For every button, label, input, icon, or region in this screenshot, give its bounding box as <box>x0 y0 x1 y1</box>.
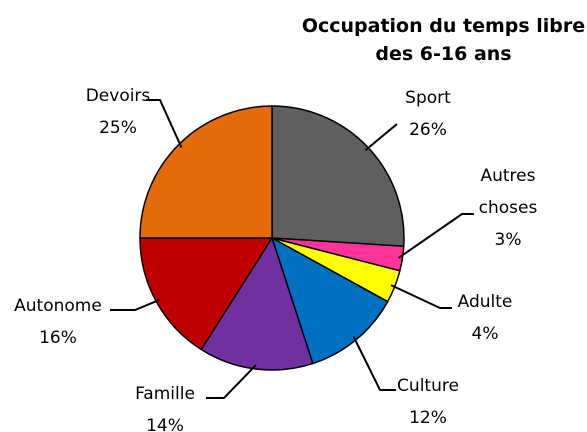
slice-label: Culture 12% <box>388 370 468 432</box>
slice-label: Autonome 16% <box>8 290 108 354</box>
slice-name: Famille <box>135 384 195 404</box>
slice-name: Autonome <box>14 296 102 316</box>
slice-label: Adulte 4% <box>445 286 525 350</box>
slice-value: 14% <box>146 416 184 432</box>
leader-line <box>364 123 398 152</box>
slice-value: 16% <box>39 328 77 348</box>
leader-line <box>352 336 396 391</box>
slice-value: 25% <box>99 118 137 138</box>
slice-name: Devoirs <box>85 86 151 106</box>
leader-line <box>146 99 183 148</box>
leader-line <box>110 298 161 311</box>
slice-label: Sport 26% <box>383 82 473 146</box>
slice-value: 3% <box>494 230 522 250</box>
slice-value: 4% <box>471 324 499 344</box>
slice-name: Autres choses <box>478 166 538 218</box>
slice-name: Culture <box>397 376 459 396</box>
pie-slice <box>139 105 273 239</box>
slice-name: Sport <box>405 88 451 108</box>
slice-name: Adulte <box>457 292 513 312</box>
slice-value: 12% <box>409 408 447 428</box>
leader-line <box>390 284 452 309</box>
slice-value: 26% <box>409 120 447 140</box>
pie-slice <box>200 236 314 371</box>
slice-label: Famille 14% <box>120 378 210 432</box>
leader-line <box>206 364 257 399</box>
leader-line <box>397 213 474 259</box>
chart-title: Occupation du temps libre des 6-16 ans <box>301 15 586 65</box>
slice-label: Devoirs 25% <box>73 80 163 144</box>
slice-label: Autres choses 3% <box>468 160 548 256</box>
